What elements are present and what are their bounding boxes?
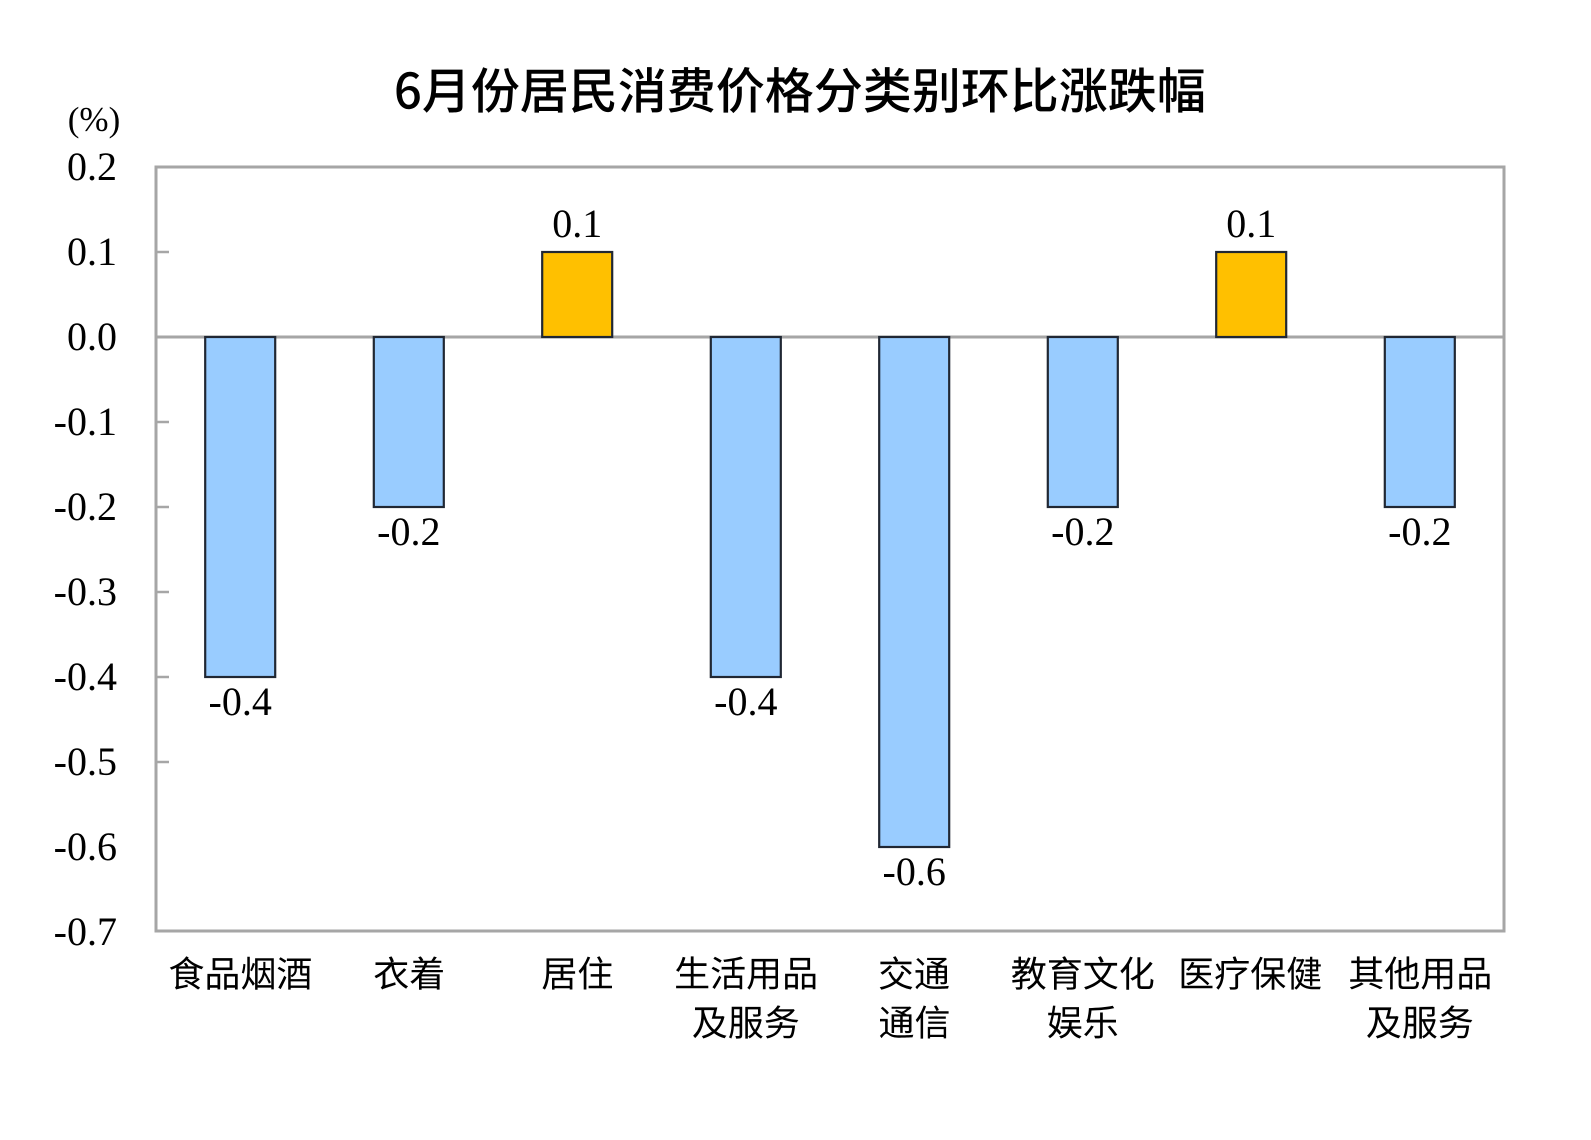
svg-text:-0.4: -0.4 (54, 654, 117, 699)
svg-text:-0.5: -0.5 (54, 739, 117, 784)
svg-text:0.0: 0.0 (67, 314, 117, 359)
svg-text:-0.3: -0.3 (54, 569, 117, 614)
svg-text:0.1: 0.1 (67, 229, 117, 274)
svg-text:-0.4: -0.4 (209, 679, 272, 724)
svg-text:-0.7: -0.7 (54, 909, 117, 954)
svg-text:-0.2: -0.2 (377, 509, 440, 554)
svg-text:-0.6: -0.6 (54, 824, 117, 869)
svg-text:0.1: 0.1 (552, 201, 602, 246)
svg-text:-0.6: -0.6 (883, 849, 946, 894)
svg-text:0.2: 0.2 (67, 144, 117, 189)
svg-text:-0.2: -0.2 (1051, 509, 1114, 554)
svg-text:-0.2: -0.2 (54, 484, 117, 529)
svg-text:-0.1: -0.1 (54, 399, 117, 444)
svg-text:(%): (%) (68, 100, 120, 139)
svg-text:0.1: 0.1 (1226, 201, 1276, 246)
svg-text:-0.4: -0.4 (714, 679, 777, 724)
svg-text:-0.2: -0.2 (1388, 509, 1451, 554)
